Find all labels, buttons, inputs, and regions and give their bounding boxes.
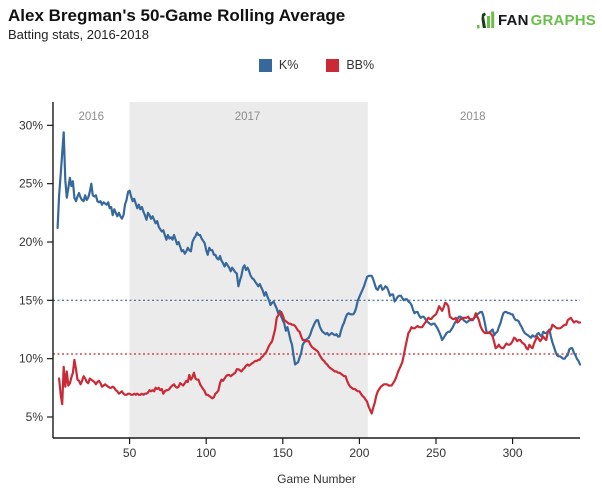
fangraphs-logo[interactable]: FAN GRAPHS	[476, 10, 596, 30]
series-line-k	[56, 131, 582, 366]
fangraphs-logo-graphs: GRAPHS	[530, 11, 596, 29]
x-tick-label: 250	[426, 446, 446, 460]
fangraphs-logo-fan: FAN	[498, 11, 529, 29]
fangraphs-logo-icon	[476, 10, 496, 30]
series-line-bb	[57, 301, 582, 415]
page-subtitle: Batting stats, 2016-2018	[8, 27, 149, 42]
x-axis-title: Game Number	[277, 472, 356, 486]
x-tick-label: 200	[349, 446, 369, 460]
y-tick-label: 10%	[19, 352, 43, 366]
y-tick-label: 20%	[19, 235, 43, 249]
x-tick-label: 100	[196, 446, 216, 460]
legend-item-bb-pct: BB%	[326, 58, 374, 72]
y-tick-label: 5%	[26, 410, 44, 424]
chart-legend: K% BB%	[53, 58, 580, 72]
k-pct-swatch-icon	[258, 58, 272, 72]
season-label: 2018	[460, 111, 486, 123]
y-tick-label: 30%	[19, 118, 43, 132]
x-tick-label: 300	[503, 446, 523, 460]
y-tick-label: 15%	[19, 293, 43, 307]
y-tick-label: 25%	[19, 177, 43, 191]
season-label: 2016	[79, 111, 105, 123]
legend-item-k-pct: K%	[258, 58, 299, 72]
legend-label-bb-pct: BB%	[346, 58, 375, 72]
legend-label-k-pct: K%	[278, 58, 299, 72]
page-title: Alex Bregman's 50-Game Rolling Average	[8, 6, 346, 25]
x-tick-label: 50	[123, 446, 137, 460]
season-label: 2017	[235, 111, 261, 123]
x-tick-label: 150	[273, 446, 293, 460]
bb-pct-swatch-icon	[326, 58, 340, 72]
